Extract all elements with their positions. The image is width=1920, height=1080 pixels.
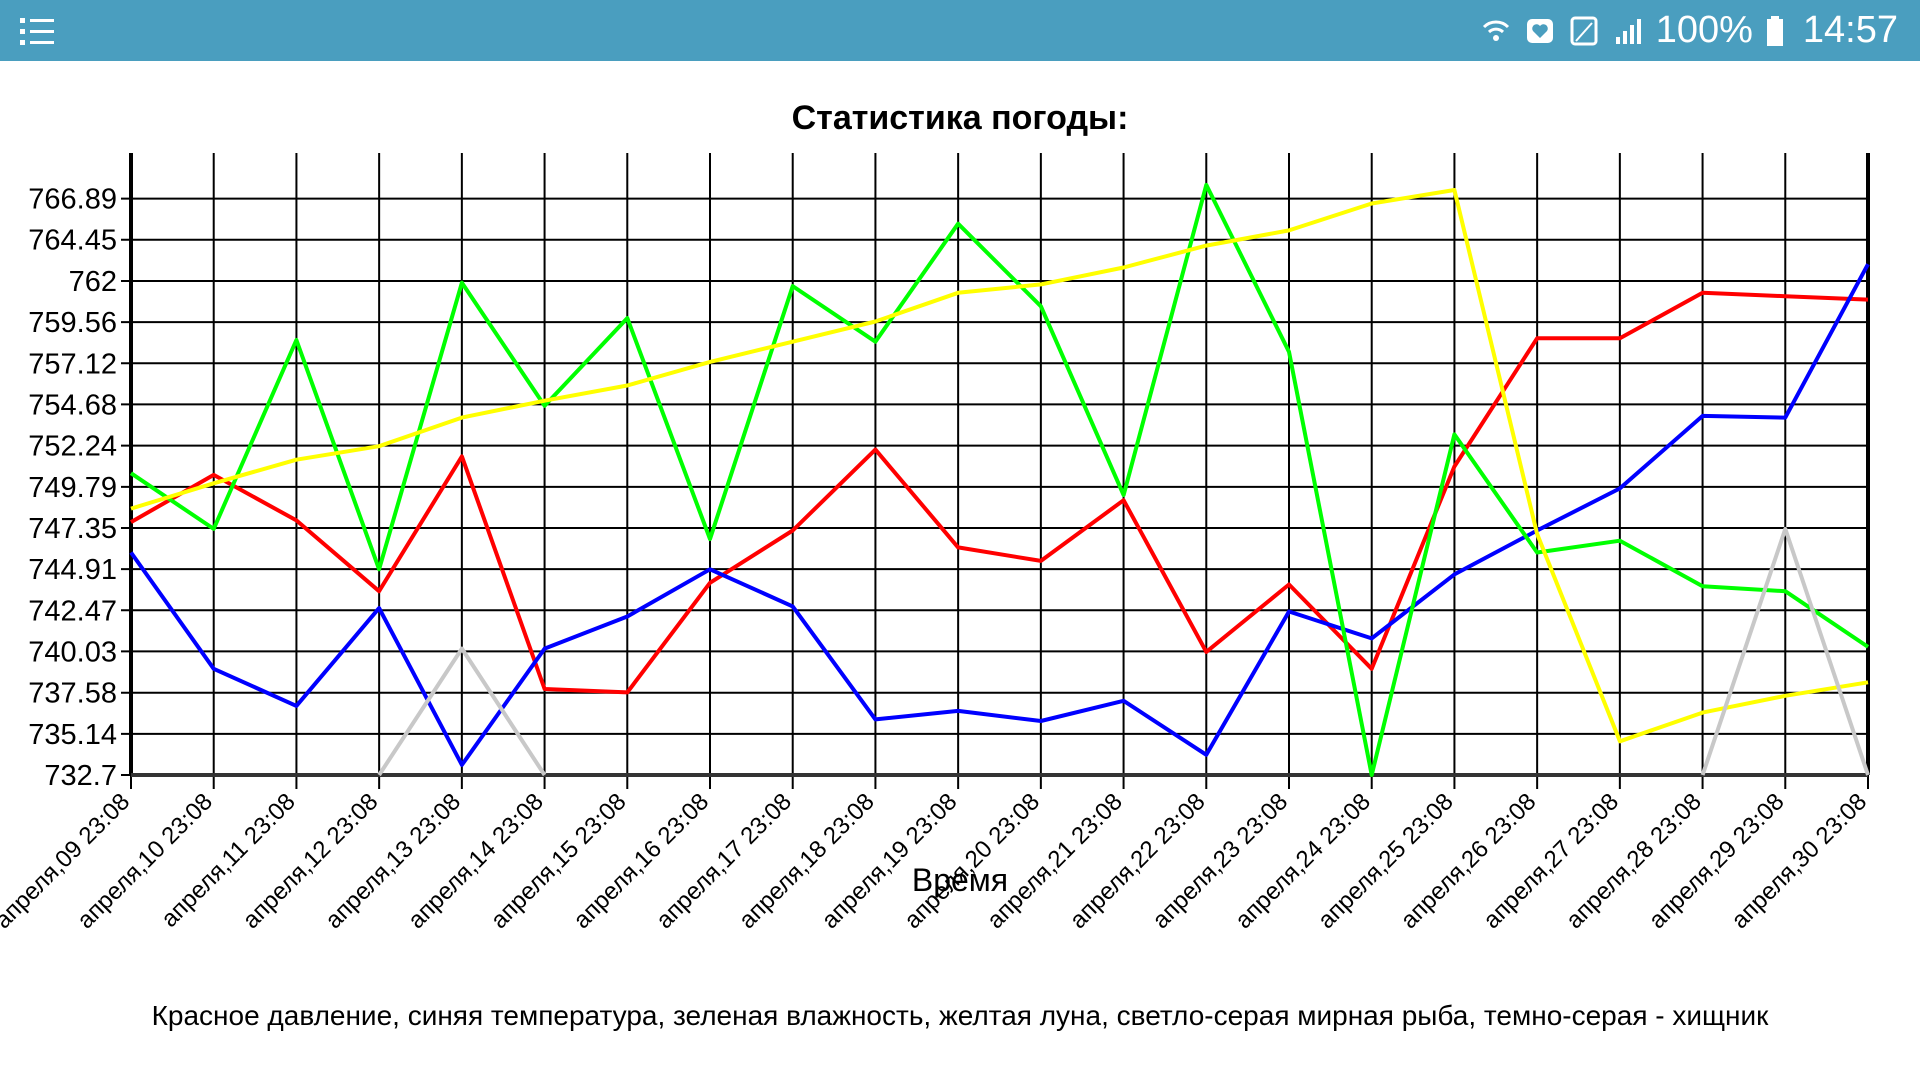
y-tick-label: 742.47 <box>28 595 117 627</box>
chart-title: Статистика погоды: <box>792 99 1129 137</box>
y-tick-label: 762 <box>69 266 117 298</box>
series-line-4 <box>377 526 1870 777</box>
y-tick-label: 732.7 <box>44 760 117 792</box>
series-line-2 <box>129 182 1870 777</box>
series-line-3 <box>130 188 1869 744</box>
menu-list-icon[interactable] <box>18 14 58 48</box>
status-icons: 100% 14:57 <box>1480 0 1898 61</box>
y-axis-ticks: 732.7 735.14 737.58 740.03 742.47 744.91 747.3… <box>28 184 117 792</box>
y-tick-label: 754.68 <box>28 389 117 421</box>
series-line-0 <box>130 290 1869 695</box>
battery-full-icon <box>1766 15 1783 46</box>
no-sim-icon <box>1570 16 1598 45</box>
y-tick-label: 764.45 <box>28 225 117 257</box>
y-tick-label: 766.89 <box>28 184 117 216</box>
y-tick-label: 737.58 <box>28 678 117 710</box>
y-tick-label: 749.79 <box>28 472 117 504</box>
clock: 14:57 <box>1802 9 1898 51</box>
status-bar: 100% 14:57 <box>0 0 1920 61</box>
chart-grid <box>121 153 1870 789</box>
series-line-1 <box>129 263 1870 767</box>
y-tick-label: 757.12 <box>28 348 117 380</box>
wifi-calling-icon <box>1482 20 1509 41</box>
chart-caption: Красное давление, синяя температура, зел… <box>151 1000 1769 1031</box>
x-tick-label: апреля,09 23:08 <box>0 788 135 934</box>
signal-icon <box>1615 18 1641 44</box>
y-tick-label: 735.14 <box>28 719 117 751</box>
heart-notification-icon <box>1526 18 1553 43</box>
weather-line-chart: Статистика погоды: 732.7 735.14 737.58 740.… <box>0 99 1872 934</box>
chart-series <box>129 182 1870 777</box>
y-tick-label: 759.56 <box>28 307 117 339</box>
y-tick-label: 747.35 <box>28 513 117 545</box>
battery-percent: 100% <box>1655 9 1753 51</box>
y-tick-label: 740.03 <box>28 636 117 668</box>
y-tick-label: 744.91 <box>28 554 117 586</box>
y-tick-label: 752.24 <box>28 431 117 463</box>
x-axis-label: Время <box>912 862 1008 898</box>
